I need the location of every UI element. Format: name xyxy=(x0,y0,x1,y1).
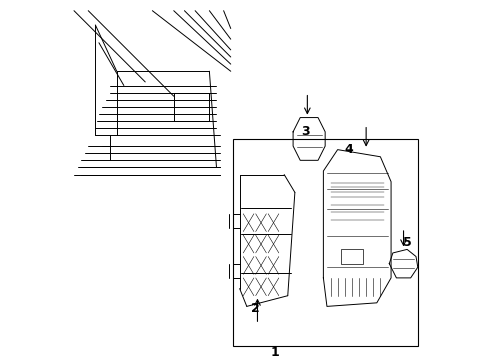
Bar xyxy=(341,249,363,264)
Text: 3: 3 xyxy=(301,125,310,138)
Text: 2: 2 xyxy=(251,302,260,315)
Text: 4: 4 xyxy=(344,143,353,156)
Text: 5: 5 xyxy=(403,236,412,249)
Text: 1: 1 xyxy=(271,346,280,359)
